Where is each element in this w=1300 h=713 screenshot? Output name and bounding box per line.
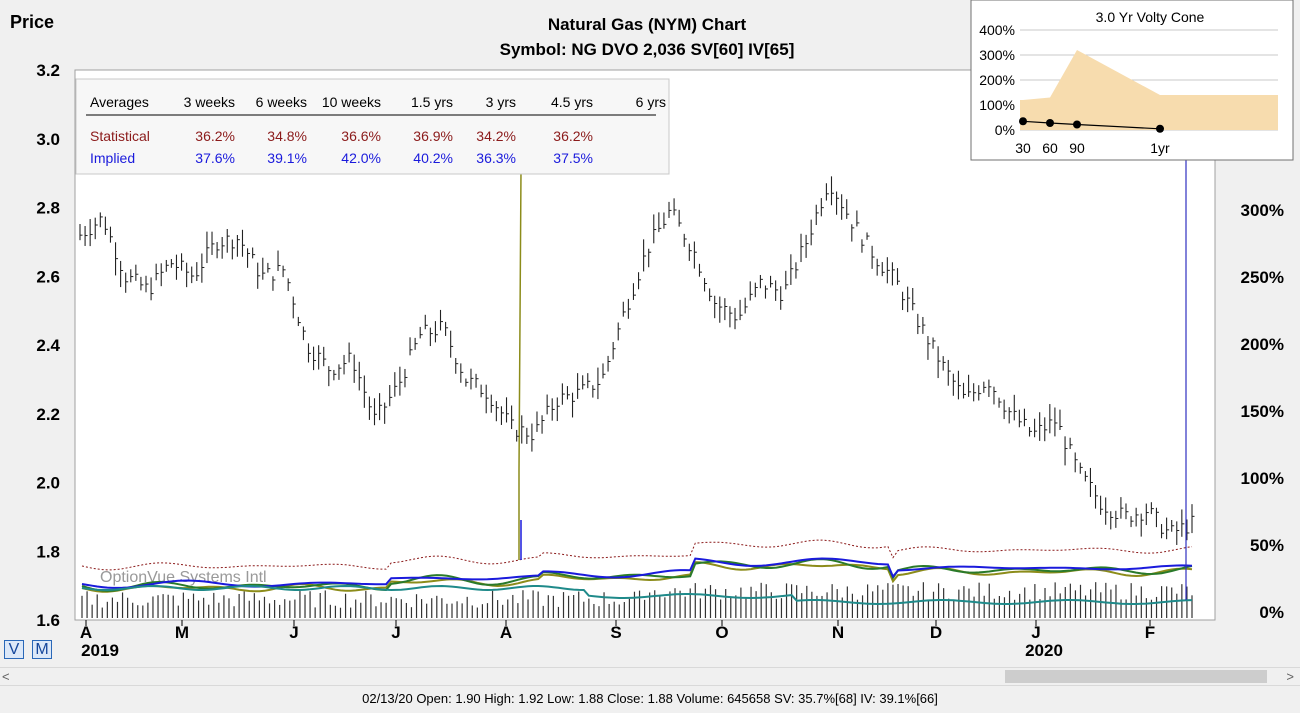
chart-subtitle: Symbol: NG DVO 2,036 SV[60] IV[65] [500,40,795,59]
y2-tick-label: 300% [1241,201,1284,220]
cone-y-tick: 0% [995,122,1015,138]
x-tick-label: M [175,623,189,642]
y-tick-label: 2.8 [36,199,60,218]
volty-cone-title: 3.0 Yr Volty Cone [1096,9,1205,25]
status-bar: 02/13/20 Open: 1.90 High: 1.92 Low: 1.88… [0,686,1300,713]
averages-header-cell: 6 yrs [636,94,666,110]
x-tick-label: S [610,623,621,642]
averages-header-cell: 1.5 yrs [411,94,453,110]
implied-value: 42.0% [341,150,381,166]
y2-axis-ticks: 300% 250% 200% 150% 100% 50% 0% [1241,201,1284,622]
scroll-right-arrow[interactable]: > [1286,669,1294,684]
cone-x-tick: 90 [1069,140,1085,156]
y-tick-label: 1.8 [36,542,60,561]
volatility-line-olive [81,561,1193,593]
m-toggle-button[interactable]: M [32,640,52,659]
y-tick-label: 1.6 [36,611,60,630]
cone-y-tick: 200% [979,72,1015,88]
y2-tick-label: 50% [1250,536,1284,555]
volatility-spike [518,169,522,560]
volty-cone-band [1020,50,1278,130]
y2-tick-label: 0% [1259,603,1284,622]
implied-value: 39.1% [267,150,307,166]
statistical-value: 36.2% [553,128,593,144]
implied-value: 40.2% [413,150,453,166]
y-tick-label: 3.2 [36,61,60,80]
cone-point [1156,124,1164,133]
cone-point [1019,117,1027,126]
averages-header-cell: 6 weeks [256,94,307,110]
y-tick-label: 2.6 [36,267,60,286]
cone-y-tick: 300% [979,47,1015,63]
cone-x-tick: 30 [1015,140,1031,156]
cone-y-tick: 100% [979,97,1015,113]
y2-tick-label: 150% [1241,402,1284,421]
cone-point [1046,119,1054,127]
implied-value: 37.5% [553,150,593,166]
averages-table: Averages 3 weeks 6 weeks 10 weeks 1.5 yrs 3 y… [75,78,670,175]
horizontal-scrollbar[interactable]: < > [0,667,1300,686]
y2-tick-label: 200% [1241,335,1284,354]
y-axis-ticks: 3.2 3.0 2.8 2.6 2.4 2.2 2.0 1.8 1.6 [36,61,60,630]
averages-header-cell: 3 weeks [184,94,235,110]
y2-tick-label: 250% [1241,268,1284,287]
y-tick-label: 3.0 [36,130,60,149]
statistical-value: 34.8% [267,128,307,144]
averages-header-cell: 10 weeks [322,94,381,110]
y-tick-label: 2.4 [36,336,60,355]
cone-point [1073,120,1081,129]
y-tick-label: 2.0 [36,474,60,493]
chart-root: Natural Gas (NYM) Chart Symbol: NG DVO 2… [10,0,1294,660]
volty-cone-inset: 3.0 Yr Volty Cone 400% 300% 200% 100% 0% 30 6… [970,0,1294,161]
volume-bars [81,582,1193,618]
price-bars [79,176,1195,545]
watermark: OptionVue Systems Intl [100,569,267,586]
x-tick-label: J [391,623,400,642]
v-toggle-button[interactable]: V [4,640,24,659]
y-tick-label: 2.2 [36,405,60,424]
x-tick-label: F [1145,623,1155,642]
averages-header-cell: Averages [90,94,149,110]
x-axis-ticks: A M J J A S O N D J F 2019 2020 [80,620,1155,660]
x-tick-label: J [289,623,298,642]
cone-x-tick: 60 [1042,140,1058,156]
averages-header-cell: 3 yrs [486,94,516,110]
statistical-value: 34.2% [476,128,516,144]
cone-x-tick: 1yr [1150,140,1170,156]
implied-value: 36.3% [476,150,516,166]
scroll-left-arrow[interactable]: < [2,669,10,684]
x-tick-label: A [80,623,92,642]
cone-current-line [1022,120,1161,130]
y-axis-label: Price [10,12,54,32]
x-tick-label: D [930,623,942,642]
statistical-value: 36.6% [341,128,381,144]
chart-title: Natural Gas (NYM) Chart [548,15,747,34]
cone-y-tick: 400% [979,22,1015,38]
statistical-label: Statistical [90,128,150,144]
statistical-value: 36.2% [195,128,235,144]
x-tick-label: O [715,623,728,642]
x-tick-label: J [1031,623,1040,642]
scroll-thumb[interactable] [1005,670,1267,683]
x-tick-label: A [500,623,512,642]
statistical-value: 36.9% [413,128,453,144]
teal-vol-line [81,584,1193,606]
implied-label: Implied [90,150,135,166]
x-year-label: 2020 [1025,641,1063,660]
x-tick-label: N [832,623,844,642]
averages-header-cell: 4.5 yrs [551,94,593,110]
y2-tick-label: 100% [1241,469,1284,488]
x-year-label: 2019 [81,641,119,660]
implied-value: 37.6% [195,150,235,166]
volatility-lines [81,169,1193,606]
